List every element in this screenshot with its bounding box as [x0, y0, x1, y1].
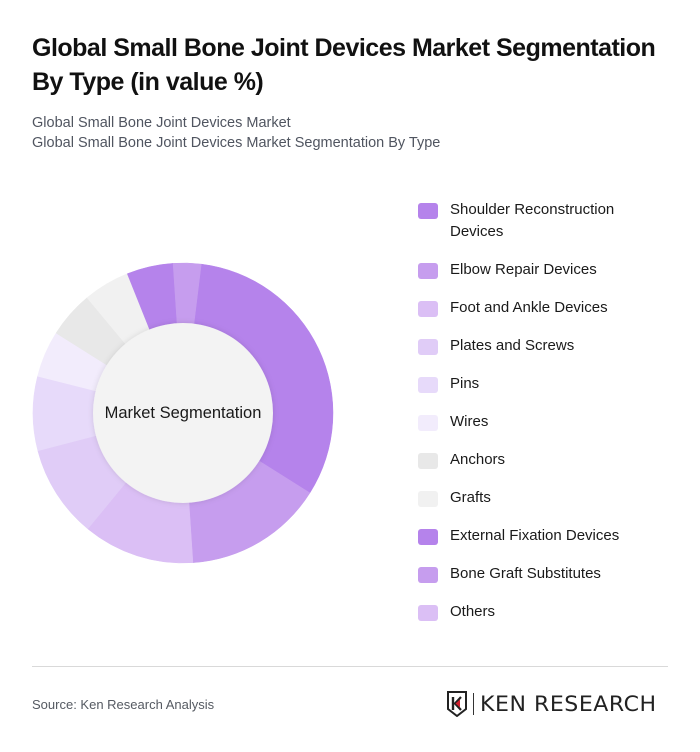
legend-item[interactable]: Shoulder Reconstruction Devices	[418, 199, 668, 243]
logo-wordmark: KEN RESEARCH	[480, 692, 657, 716]
donut-chart: Market Segmentation	[28, 258, 338, 568]
donut-center-circle	[93, 323, 273, 503]
legend-label: Foot and Ankle Devices	[450, 299, 608, 316]
chart-title: Global Small Bone Joint Devices Market S…	[32, 34, 656, 96]
legend-label: Bone Graft Substitutes	[450, 565, 601, 582]
legend-label: Elbow Repair Devices	[450, 261, 597, 278]
legend-swatch	[418, 339, 438, 355]
legend-item[interactable]: Foot and Ankle Devices	[418, 297, 668, 319]
legend-item[interactable]: Grafts	[418, 487, 668, 509]
legend-swatch	[418, 567, 438, 583]
legend-label: Plates and Screws	[450, 337, 575, 354]
legend-swatch	[418, 377, 438, 393]
subtitle-line-segmentation: Global Small Bone Joint Devices Market S…	[32, 135, 441, 151]
source-note: Source: Ken Research Analysis	[32, 697, 215, 712]
legend-swatch	[418, 605, 438, 621]
legend-label: Grafts	[450, 489, 491, 506]
legend-item[interactable]: Anchors	[418, 449, 668, 471]
donut-slices	[32, 262, 334, 564]
legend-item[interactable]: Bone Graft Substitutes	[418, 563, 668, 585]
legend-item[interactable]: Wires	[418, 411, 668, 433]
legend-swatch	[418, 529, 438, 545]
legend-item[interactable]: Elbow Repair Devices	[418, 259, 668, 281]
legend-item[interactable]: External Fixation Devices	[418, 525, 668, 547]
ken-research-logo-icon	[447, 691, 467, 717]
legend-label: Others	[450, 603, 496, 620]
legend-label: Shoulder Reconstruction Devices	[450, 201, 615, 240]
logo-separator	[473, 693, 474, 715]
subtitle-line-market: Global Small Bone Joint Devices Market	[32, 115, 291, 131]
legend-swatch	[418, 415, 438, 431]
legend-label: Anchors	[450, 451, 506, 468]
legend-label: External Fixation Devices	[450, 527, 620, 544]
legend-label: Pins	[450, 375, 480, 392]
legend-swatch	[418, 203, 438, 219]
chart-legend: Shoulder Reconstruction Devices Elbow Rep…	[418, 199, 668, 639]
legend-swatch	[418, 491, 438, 507]
legend-item[interactable]: Others	[418, 601, 668, 623]
legend-label: Wires	[450, 413, 489, 430]
legend-item[interactable]: Pins	[418, 373, 668, 395]
footer-divider	[32, 666, 668, 667]
chart-subtitle: Global Small Bone Joint Devices Market G…	[32, 113, 440, 153]
ken-research-logo: KEN RESEARCH	[446, 690, 656, 718]
legend-swatch	[418, 453, 438, 469]
legend-swatch	[418, 263, 438, 279]
donut-chart-svg	[32, 262, 334, 564]
legend-item[interactable]: Plates and Screws	[418, 335, 668, 357]
legend-swatch	[418, 301, 438, 317]
